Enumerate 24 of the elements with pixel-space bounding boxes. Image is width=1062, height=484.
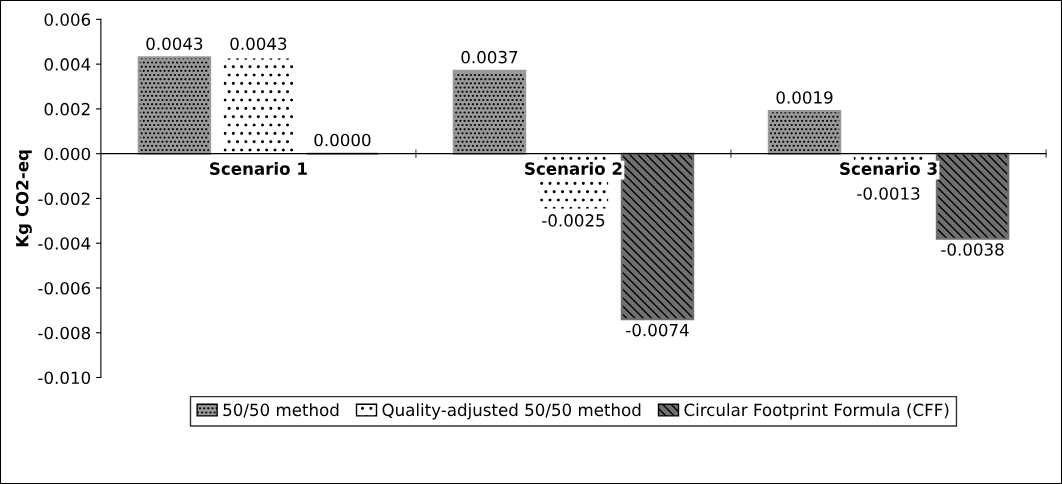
y-tick-label: 0.002 [44, 102, 90, 116]
x-tick-label: Scenario 2 [525, 162, 622, 175]
y-tick-label: 0.006 [44, 13, 91, 26]
data-label: 0.0037 [461, 50, 518, 64]
y-tick-label: -0.008 [38, 326, 91, 340]
y-tick-label: -0.010 [38, 371, 91, 385]
data-label: -0.0038 [941, 243, 1004, 256]
y-tick-label: 0.000 [44, 147, 91, 161]
y-tick-label: -0.006 [38, 281, 91, 295]
y-axis-title: Kg CO2-eq [15, 150, 32, 247]
legend-label: Quality-adjusted 50/50 method [382, 403, 641, 420]
data-label: -0.0013 [857, 187, 920, 200]
legend-label: Circular Footprint Formula (CFF) [684, 403, 949, 420]
data-label: 0.0019 [776, 91, 833, 104]
y-tick-label: -0.002 [38, 192, 90, 206]
x-tick-label: Scenario 1 [210, 162, 307, 175]
data-label: -0.0025 [542, 214, 605, 227]
data-label: 0.0000 [314, 133, 371, 147]
y-tick-label: 0.004 [44, 58, 91, 71]
legend-label: 50/50 method [223, 403, 339, 418]
data-label: -0.0074 [626, 323, 689, 337]
y-tick-label: -0.004 [38, 237, 91, 250]
data-label: 0.0043 [146, 37, 203, 51]
data-label: 0.0043 [230, 37, 287, 51]
